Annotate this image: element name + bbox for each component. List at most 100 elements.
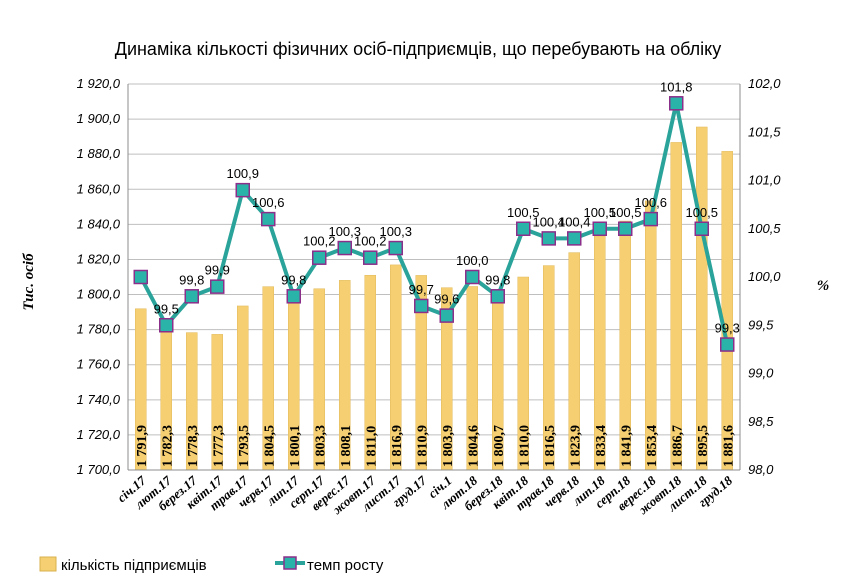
point-value-label: 100,2 bbox=[354, 234, 387, 249]
line-point-marker bbox=[210, 279, 225, 294]
y-tick-label: 1 740,0 bbox=[77, 392, 121, 407]
bar-value-label: 1 777,3 bbox=[211, 425, 226, 467]
y-axis-right: 98,0 98,5 99,0 99,5 100,0 100,5 101,0 101,5 102,… bbox=[739, 76, 781, 477]
bar-value-label: 1 793,5 bbox=[237, 425, 252, 467]
point-value-label: 99,9 bbox=[205, 263, 230, 278]
point-value-label: 100,5 bbox=[685, 205, 718, 220]
point-value-label: 100,6 bbox=[634, 195, 667, 210]
legend-label-line: темп росту bbox=[307, 557, 384, 574]
line-point-marker bbox=[694, 221, 709, 236]
legend-marker-swatch bbox=[283, 556, 297, 570]
x-axis: січ.17лют.17берез.17квіт.17трав.17черв.1… bbox=[114, 469, 740, 517]
point-value-label: 100,4 bbox=[532, 214, 565, 229]
y2-tick-label: 100,0 bbox=[748, 269, 781, 284]
y-tick-label: 1 700,0 bbox=[77, 462, 121, 477]
y2-tick-label: 98,0 bbox=[748, 462, 774, 477]
legend: кількість підприємців темп росту bbox=[39, 556, 384, 574]
bar-value-label: 1 816,5 bbox=[543, 425, 558, 467]
bar-value-label: 1 810,9 bbox=[415, 425, 430, 467]
legend-label-bars: кількість підприємців bbox=[61, 557, 207, 574]
line-series: 99,599,899,9100,9100,699,8100,2100,3100,… bbox=[133, 79, 740, 352]
bar-value-label: 1 810,0 bbox=[517, 425, 532, 467]
bar-series: 1 791,9 1 782,3 1 778,3 1 777,3 1 793,5 1 804… bbox=[135, 126, 736, 471]
y-tick-label: 1 880,0 bbox=[77, 146, 121, 161]
y-tick-label: 1 720,0 bbox=[77, 427, 121, 442]
bar-value-label: 1 808,1 bbox=[339, 425, 354, 467]
line-point-marker bbox=[465, 269, 480, 285]
y2-tick-label: 99,0 bbox=[748, 366, 774, 381]
line-point-marker bbox=[133, 269, 148, 285]
bar-value-label: 1 833,4 bbox=[594, 425, 609, 467]
point-value-label: 99,6 bbox=[434, 292, 459, 307]
bar-value-label: 1 841,9 bbox=[619, 425, 634, 467]
line-point-marker bbox=[643, 211, 658, 227]
point-value-label: 100,9 bbox=[226, 166, 259, 181]
y-tick-label: 1 800,0 bbox=[77, 287, 121, 302]
bar-value-label: 1 811,0 bbox=[364, 426, 379, 467]
line-point-marker bbox=[312, 250, 327, 265]
bar-value-label: 1 803,3 bbox=[313, 425, 328, 467]
line-point-marker bbox=[439, 308, 454, 323]
chart-title: Динаміка кількості фізичних осіб-підприє… bbox=[115, 39, 722, 59]
y-tick-label: 1 780,0 bbox=[77, 322, 121, 337]
bar-value-label: 1 804,6 bbox=[466, 425, 481, 467]
point-value-label: 99,8 bbox=[179, 272, 204, 287]
y-tick-label: 1 920,0 bbox=[77, 76, 121, 91]
line-point-marker bbox=[669, 96, 684, 111]
line-point-marker bbox=[261, 211, 276, 227]
line-point-marker bbox=[592, 221, 607, 236]
line-point-marker bbox=[337, 240, 352, 256]
y-axis-label: Тис. осіб bbox=[21, 253, 37, 311]
y2-axis-label: % bbox=[817, 278, 830, 294]
bar-value-label: 1 853,4 bbox=[645, 425, 660, 467]
line-point-marker bbox=[159, 318, 174, 333]
y-tick-label: 1 820,0 bbox=[77, 251, 121, 266]
y2-tick-label: 101,0 bbox=[748, 173, 781, 188]
bar-value-label: 1 782,3 bbox=[160, 425, 175, 467]
y2-tick-label: 98,5 bbox=[748, 414, 774, 429]
bar-value-label: 1 803,9 bbox=[441, 425, 456, 467]
line-point-marker bbox=[286, 289, 301, 304]
line-point-marker bbox=[618, 221, 633, 236]
point-value-label: 100,4 bbox=[558, 214, 591, 229]
point-value-label: 100,6 bbox=[252, 195, 285, 210]
line-point-marker bbox=[541, 231, 556, 246]
bar bbox=[696, 126, 708, 471]
y2-tick-label: 101,5 bbox=[748, 124, 781, 139]
point-value-label: 100,5 bbox=[609, 205, 642, 220]
bar-value-label: 1 881,6 bbox=[721, 425, 736, 467]
line-point-marker bbox=[184, 289, 199, 304]
line-point-marker bbox=[720, 337, 735, 352]
point-value-label: 100,3 bbox=[328, 224, 361, 239]
bar-value-label: 1 886,7 bbox=[670, 425, 685, 467]
y-tick-label: 1 900,0 bbox=[77, 111, 121, 126]
bar bbox=[670, 142, 682, 471]
y-tick-label: 1 760,0 bbox=[77, 357, 121, 372]
line-point-marker bbox=[388, 240, 403, 256]
legend-swatch-bars bbox=[39, 556, 57, 572]
bar-value-label: 1 823,9 bbox=[568, 425, 583, 467]
point-value-label: 101,8 bbox=[660, 79, 693, 94]
bar bbox=[721, 151, 733, 471]
point-value-label: 99,3 bbox=[715, 321, 740, 336]
bar-value-label: 1 804,5 bbox=[262, 425, 277, 467]
point-value-label: 100,2 bbox=[303, 234, 336, 249]
bar-value-label: 1 800,7 bbox=[492, 425, 507, 467]
y2-tick-label: 99,5 bbox=[748, 317, 774, 332]
point-value-label: 100,5 bbox=[583, 205, 616, 220]
bar-value-label: 1 778,3 bbox=[186, 425, 201, 467]
y2-tick-label: 102,0 bbox=[748, 76, 781, 91]
bar-value-label: 1 791,9 bbox=[135, 425, 150, 467]
y-axis-left: 1 700,0 1 720,0 1 740,0 1 760,0 1 780,0 1 800… bbox=[77, 76, 129, 477]
point-value-label: 100,5 bbox=[507, 205, 540, 220]
point-value-label: 99,8 bbox=[281, 272, 306, 287]
line-point-marker bbox=[516, 221, 531, 236]
bar-value-label: 1 816,9 bbox=[390, 425, 405, 467]
gridlines bbox=[128, 83, 740, 471]
line-point-marker bbox=[363, 250, 378, 265]
line-point-marker bbox=[235, 182, 250, 198]
point-value-label: 100,0 bbox=[456, 253, 489, 268]
line-point-marker bbox=[567, 231, 582, 246]
y-tick-label: 1 840,0 bbox=[77, 216, 121, 231]
